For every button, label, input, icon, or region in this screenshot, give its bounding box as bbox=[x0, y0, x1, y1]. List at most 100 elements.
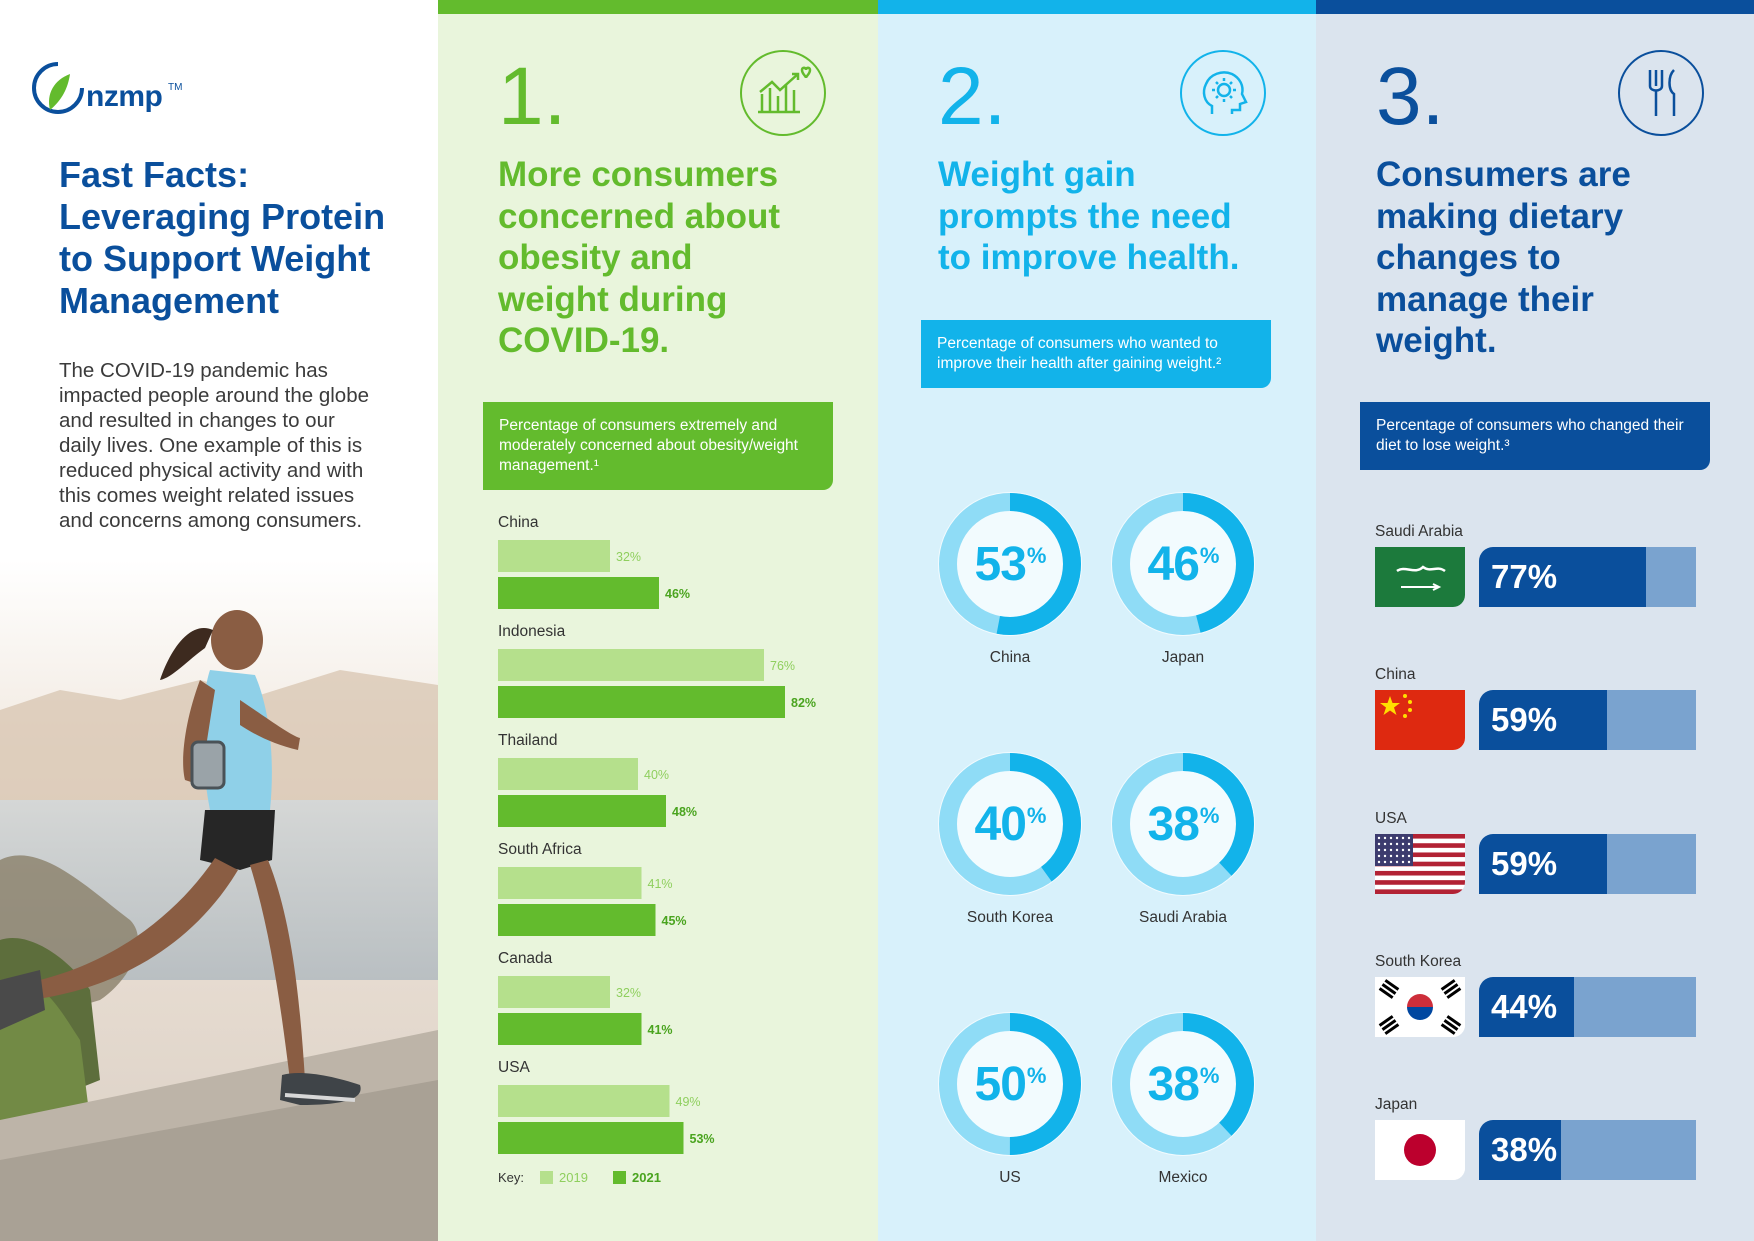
flag-star bbox=[1401, 854, 1405, 858]
flag-trigram bbox=[1440, 1015, 1462, 1035]
country-label: Japan bbox=[1375, 1096, 1418, 1113]
flag-star bbox=[1401, 842, 1405, 846]
page-title: Fast Facts: Leveraging Protein to Suppor… bbox=[59, 154, 429, 322]
donut-category-label: Saudi Arabia bbox=[1139, 909, 1227, 926]
section-color-bar bbox=[1316, 0, 1754, 14]
flag-star bbox=[1407, 842, 1411, 846]
flag-stripe bbox=[1375, 857, 1465, 862]
meter-value: 38% bbox=[1491, 1131, 1558, 1168]
flag-stripe bbox=[1375, 870, 1465, 876]
title-line: to Support Weight bbox=[59, 238, 371, 279]
chart-caption: Percentage of consumers extremely and mo… bbox=[483, 402, 833, 490]
title-line: prompts the need bbox=[938, 196, 1232, 236]
flag-trigram bbox=[1378, 979, 1400, 999]
title-line: weight. bbox=[1376, 321, 1497, 360]
flag-small-star bbox=[1403, 714, 1407, 718]
flag-star bbox=[1383, 860, 1387, 864]
flag-star bbox=[1389, 842, 1393, 846]
meter-fill bbox=[1479, 834, 1608, 894]
donut-background bbox=[1111, 752, 1255, 896]
title-line: Leveraging Protein bbox=[59, 196, 386, 237]
data-label: 46% bbox=[665, 587, 690, 601]
flag-stripe bbox=[1375, 880, 1465, 886]
flag-trigram-bar bbox=[1446, 987, 1462, 999]
flag-trigram-bar bbox=[1384, 979, 1400, 991]
donut-unit: % bbox=[1026, 1063, 1047, 1088]
data-label: 76% bbox=[770, 659, 795, 673]
data-label: 32% bbox=[616, 986, 641, 1000]
bar-2021 bbox=[498, 1122, 684, 1154]
donut-arc bbox=[939, 493, 1081, 635]
bar-2019 bbox=[498, 1085, 670, 1117]
donut-arc bbox=[1112, 1013, 1254, 1155]
donut-arc bbox=[939, 1013, 1081, 1155]
flag-star bbox=[1389, 836, 1393, 840]
flag-star bbox=[1377, 842, 1381, 846]
flag-stripe bbox=[1375, 843, 1465, 849]
donut-category-label: Japan bbox=[1161, 649, 1205, 666]
chart-growth-heart-icon bbox=[740, 50, 826, 136]
category-label: USA bbox=[498, 1059, 531, 1076]
data-label: 82% bbox=[791, 696, 816, 710]
data-label: 49% bbox=[676, 1095, 701, 1109]
meter-fill bbox=[1479, 547, 1647, 607]
bar-2019 bbox=[498, 758, 638, 790]
runner-photo bbox=[0, 560, 438, 1241]
donut-unit: % bbox=[1026, 803, 1047, 828]
flag-trigram-bar bbox=[1443, 1019, 1459, 1031]
country-label: Saudi Arabia bbox=[1375, 523, 1463, 540]
donut-unit: % bbox=[1199, 803, 1220, 828]
donut-ring bbox=[938, 1012, 1082, 1156]
donut-background bbox=[1111, 1012, 1255, 1156]
flag-star bbox=[1407, 848, 1411, 852]
section-concern-column: 1. More consumers concerned about obesit… bbox=[438, 0, 878, 1241]
meter-fill bbox=[1479, 977, 1575, 1037]
section-title: More consumers concerned about obesity a… bbox=[498, 154, 780, 362]
section-color-bar bbox=[878, 0, 1316, 14]
flag-star bbox=[1380, 696, 1400, 715]
donut-unit: % bbox=[1199, 543, 1220, 568]
flag-star bbox=[1389, 860, 1393, 864]
country-label: China bbox=[1375, 666, 1416, 683]
donut-category-label: China bbox=[989, 649, 1031, 666]
data-label: 32% bbox=[616, 550, 641, 564]
category-label: South Africa bbox=[498, 841, 582, 858]
legend-swatch-2019 bbox=[540, 1171, 553, 1184]
flag-field bbox=[1375, 547, 1465, 607]
flag-sun bbox=[1404, 1134, 1436, 1166]
flag-stripe bbox=[1375, 838, 1465, 844]
donut-background bbox=[938, 1012, 1082, 1156]
flag-stripe bbox=[1375, 875, 1465, 881]
flag-frame bbox=[1375, 834, 1465, 894]
donut-number: 46 bbox=[1147, 537, 1200, 591]
flag-star bbox=[1395, 860, 1399, 864]
flag-star bbox=[1389, 854, 1393, 858]
bar-2021 bbox=[498, 904, 656, 936]
flag-small-star bbox=[1408, 700, 1412, 704]
section-weight-gain-column: 2. Weight gain prompts the need to impro… bbox=[878, 0, 1316, 1241]
section-title: Consumers are making dietary changes to … bbox=[1376, 154, 1631, 362]
flag-trigram-bar bbox=[1446, 1015, 1462, 1027]
donut-value: 38% bbox=[1110, 751, 1256, 897]
donut-china: 53% China bbox=[937, 491, 1083, 666]
flag-small-star bbox=[1403, 694, 1407, 698]
saudi-arabia-flag-icon bbox=[1375, 547, 1465, 607]
flag-trigram-bar bbox=[1443, 983, 1459, 995]
title-line: changes to bbox=[1376, 238, 1561, 277]
flag-stripe bbox=[1375, 852, 1465, 858]
donut-unit: % bbox=[1026, 543, 1047, 568]
flag-frame bbox=[1375, 547, 1465, 607]
chart-caption: Percentage of consumers who changed thei… bbox=[1360, 402, 1710, 470]
country-label: South Korea bbox=[1375, 953, 1462, 970]
donut-value: 53% bbox=[937, 491, 1083, 637]
section-number: 2. bbox=[938, 51, 1007, 142]
title-line: Management bbox=[59, 280, 280, 321]
flag-star bbox=[1401, 836, 1405, 840]
trademark-sign: TM bbox=[168, 82, 183, 93]
flag-star bbox=[1389, 848, 1393, 852]
donut-ring bbox=[938, 752, 1082, 896]
title-line: Weight gain bbox=[938, 155, 1136, 194]
flag-stripe bbox=[1375, 889, 1465, 894]
percentage-meter: 44% bbox=[1479, 977, 1696, 1037]
brand-name: nzmp bbox=[86, 80, 163, 113]
